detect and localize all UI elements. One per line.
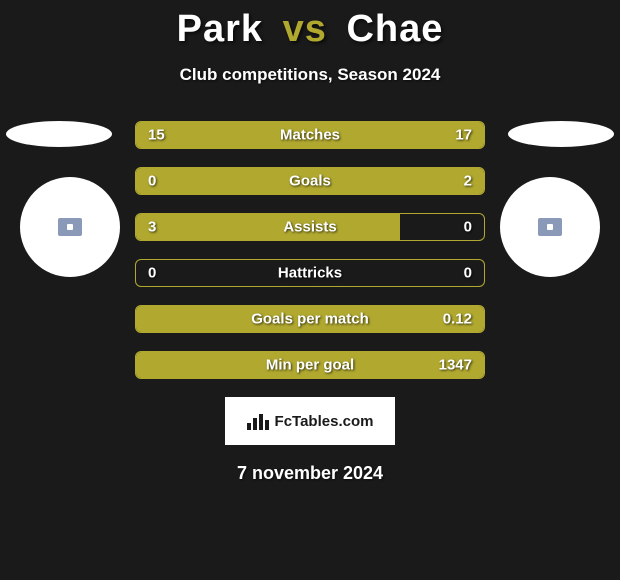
bar-fill-left <box>136 214 400 240</box>
logo-text: FcTables.com <box>275 413 374 430</box>
date-text: 7 november 2024 <box>0 463 620 484</box>
stat-value-right: 0 <box>464 219 472 236</box>
bar-fill-left <box>136 168 199 194</box>
stat-value-right: 0.12 <box>443 311 472 328</box>
logo-box: FcTables.com <box>225 397 395 445</box>
content-area: 15 17 Matches 0 2 Goals 3 0 Assists 0 0 Hattricks 0.… <box>0 121 620 484</box>
stat-label: Assists <box>283 219 336 236</box>
player2-name: Chae <box>346 8 443 50</box>
stat-row: 15 17 Matches <box>135 121 485 149</box>
bar-fill-right <box>199 168 484 194</box>
vs-text: vs <box>283 8 327 50</box>
player2-badge <box>500 177 600 277</box>
stat-row: 1347 Min per goal <box>135 351 485 379</box>
player1-badge <box>20 177 120 277</box>
player1-badge-icon <box>58 218 82 236</box>
stat-value-right: 1347 <box>439 357 472 374</box>
stat-row: 0 0 Hattricks <box>135 259 485 287</box>
stats-bars: 15 17 Matches 0 2 Goals 3 0 Assists 0 0 Hattricks 0.… <box>135 121 485 379</box>
stat-row: 0 2 Goals <box>135 167 485 195</box>
logo-chart-icon <box>247 412 269 430</box>
stat-row: 3 0 Assists <box>135 213 485 241</box>
stat-value-left: 15 <box>148 127 165 144</box>
stat-value-left: 0 <box>148 173 156 190</box>
stat-value-right: 2 <box>464 173 472 190</box>
player2-ellipse <box>508 121 614 147</box>
stat-value-left: 3 <box>148 219 156 236</box>
player1-ellipse <box>6 121 112 147</box>
player1-name: Park <box>177 8 263 50</box>
subtitle: Club competitions, Season 2024 <box>0 65 620 85</box>
stat-label: Goals <box>289 173 331 190</box>
stat-label: Goals per match <box>251 311 369 328</box>
stat-label: Matches <box>280 127 340 144</box>
stat-row: 0.12 Goals per match <box>135 305 485 333</box>
stat-value-left: 0 <box>148 265 156 282</box>
stat-value-right: 17 <box>455 127 472 144</box>
stat-value-right: 0 <box>464 265 472 282</box>
stat-label: Min per goal <box>266 357 354 374</box>
comparison-title: Park vs Chae <box>0 0 620 51</box>
stat-label: Hattricks <box>278 265 342 282</box>
player2-badge-icon <box>538 218 562 236</box>
